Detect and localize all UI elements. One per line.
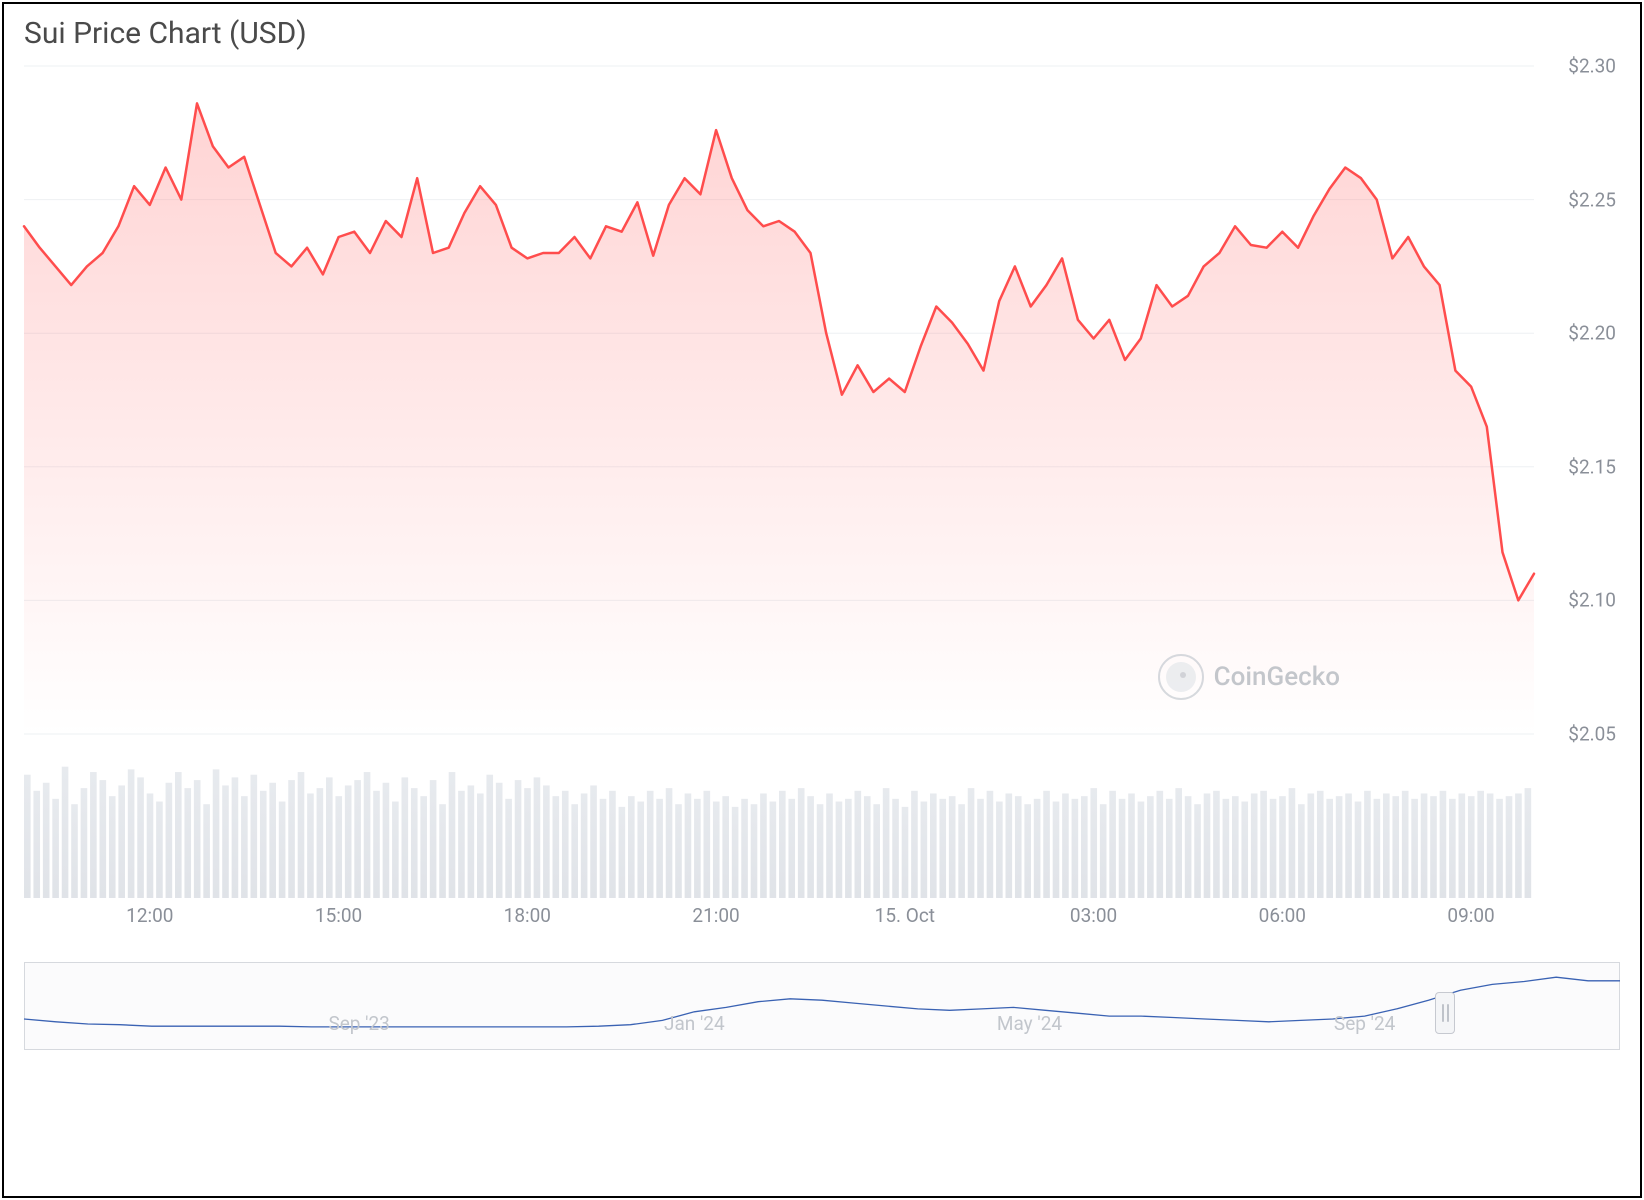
coingecko-icon <box>1158 654 1204 700</box>
x-axis: 12:00 15:00 18:00 21:00 15. Oct 03:00 06:00 09:… <box>24 904 1620 934</box>
x-tick-label: 06:00 <box>1259 904 1306 927</box>
x-tick-label: 12:00 <box>126 904 173 927</box>
navigator-tick-label: Sep '24 <box>1334 1012 1395 1035</box>
chart-container: Sui Price Chart (USD) $2.30 $2.25 $2.20 $2.… <box>2 2 1642 1198</box>
x-tick-label: 15. Oct <box>875 904 935 927</box>
y-tick-label: $2.05 <box>1568 723 1616 746</box>
x-tick-label: 21:00 <box>692 904 739 927</box>
watermark-text: CoinGecko <box>1214 662 1340 692</box>
x-tick-label: 03:00 <box>1070 904 1117 927</box>
watermark: CoinGecko <box>1158 654 1340 700</box>
y-tick-label: $2.10 <box>1568 589 1616 612</box>
y-tick-label: $2.15 <box>1568 455 1616 478</box>
navigator-x-axis: Sep '23 Jan '24 May '24 Sep '24 <box>24 1012 1620 1040</box>
chart-title: Sui Price Chart (USD) <box>24 16 307 51</box>
navigator-tick-label: Sep '23 <box>328 1012 389 1035</box>
y-tick-label: $2.25 <box>1568 188 1616 211</box>
x-tick-label: 09:00 <box>1447 904 1494 927</box>
y-tick-label: $2.20 <box>1568 322 1616 345</box>
volume-bars <box>24 764 1534 898</box>
navigator-tick-label: May '24 <box>997 1012 1062 1035</box>
y-axis: $2.30$2.25$2.20$2.15$2.10$2.05 <box>1536 66 1616 734</box>
y-tick-label: $2.30 <box>1568 55 1616 78</box>
price-line-chart <box>24 66 1534 734</box>
main-chart-area[interactable] <box>24 66 1620 734</box>
navigator-tick-label: Jan '24 <box>664 1012 725 1035</box>
x-tick-label: 15:00 <box>315 904 362 927</box>
x-tick-label: 18:00 <box>504 904 551 927</box>
volume-chart <box>24 764 1620 898</box>
